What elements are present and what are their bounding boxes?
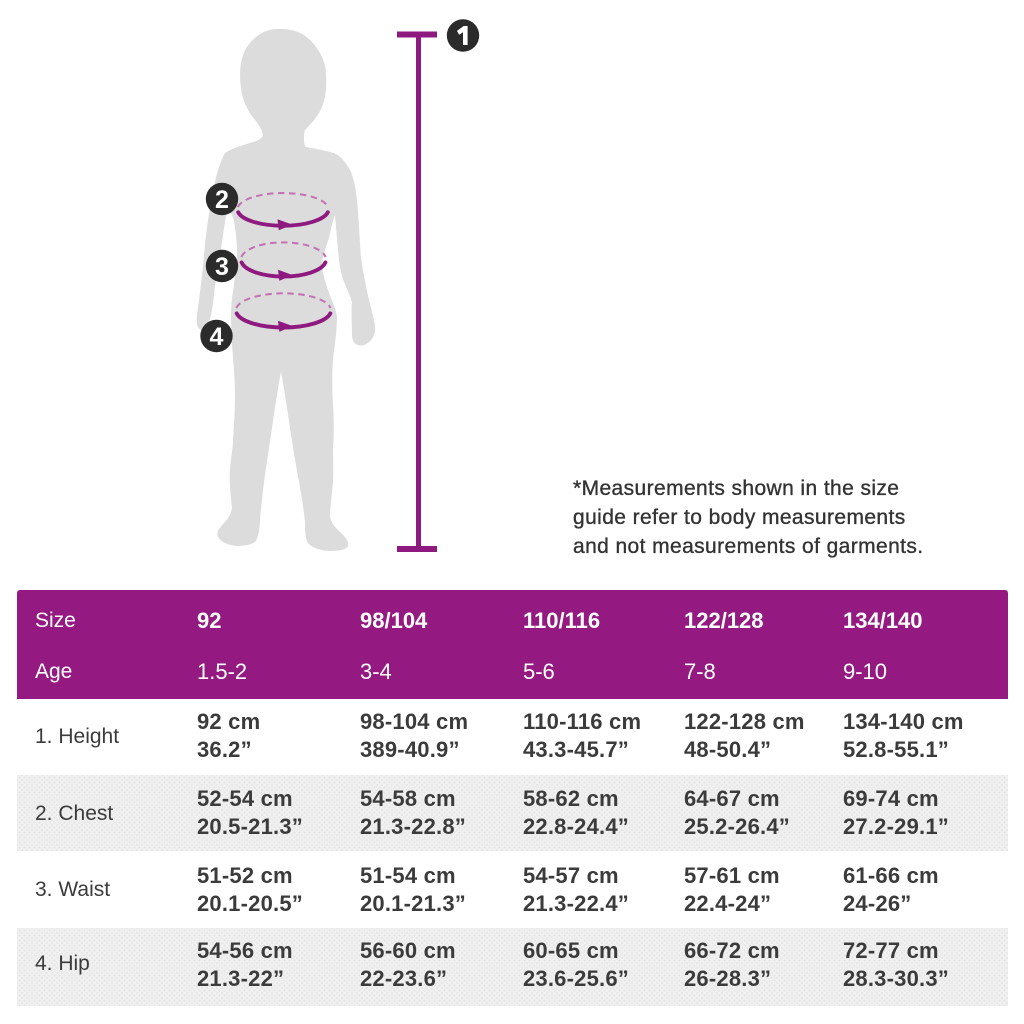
svg-text:2: 2 [215, 186, 229, 214]
svg-text:3: 3 [215, 253, 229, 281]
svg-text:4: 4 [210, 323, 224, 351]
